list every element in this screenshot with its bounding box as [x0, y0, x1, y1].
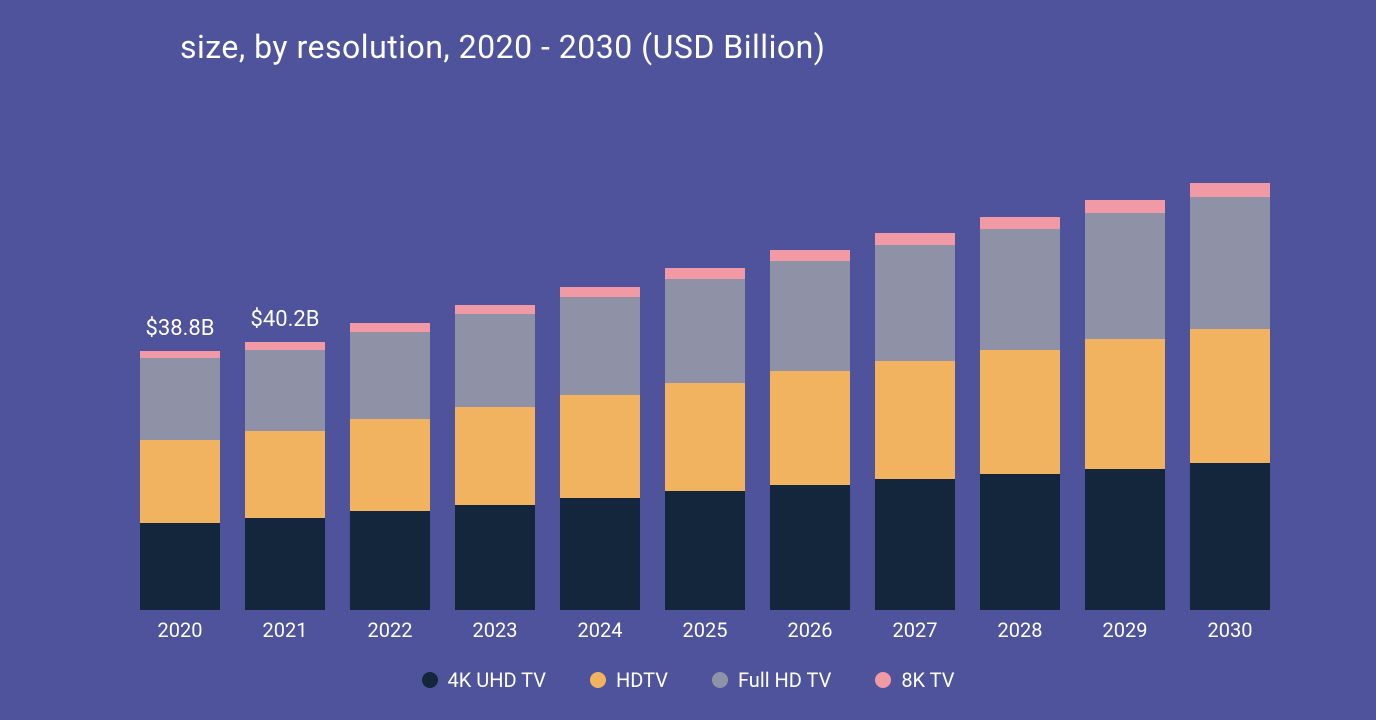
x-tick-label: 2030 — [1190, 618, 1270, 642]
bar-segment — [140, 358, 220, 440]
bar-segment — [875, 245, 955, 360]
bar-segment — [665, 383, 745, 491]
bar-segment — [1190, 183, 1270, 197]
bar-segment — [560, 297, 640, 396]
bar-segment — [980, 474, 1060, 610]
x-tick-label: 2027 — [875, 618, 955, 642]
bar-segment — [1190, 329, 1270, 464]
bar-segment — [665, 279, 745, 384]
legend-label: 4K UHD TV — [448, 668, 547, 692]
bar-segment — [980, 217, 1060, 230]
bar-segment — [980, 229, 1060, 350]
bar-segment — [245, 350, 325, 431]
bar-segment — [350, 332, 430, 419]
legend-swatch-icon — [590, 672, 606, 688]
bar-segment — [560, 498, 640, 610]
legend-label: HDTV — [616, 668, 668, 692]
bar-segment — [1085, 339, 1165, 468]
bar-segment — [560, 287, 640, 297]
bar-segment — [665, 268, 745, 279]
bar-segment — [245, 518, 325, 610]
legend-swatch-icon — [712, 672, 728, 688]
bar-segment — [350, 323, 430, 332]
x-tick-label: 2029 — [1085, 618, 1165, 642]
legend-label: 8K TV — [901, 668, 954, 692]
x-tick-label: 2023 — [455, 618, 535, 642]
x-tick-label: 2021 — [245, 618, 325, 642]
bar-segment — [455, 305, 535, 314]
bar-column: $38.8B — [140, 351, 220, 610]
legend-swatch-icon — [422, 672, 438, 688]
bar-segment — [245, 342, 325, 350]
bar-segment — [1085, 469, 1165, 610]
bar-column — [980, 217, 1060, 610]
legend-item: HDTV — [590, 668, 668, 692]
bar-column — [350, 323, 430, 610]
bar-segment — [140, 351, 220, 358]
x-tick-label: 2020 — [140, 618, 220, 642]
bar-column — [875, 233, 955, 610]
bar-segment — [1190, 197, 1270, 328]
bar-segment — [770, 371, 850, 484]
bar-segment — [140, 440, 220, 523]
legend-swatch-icon — [875, 672, 891, 688]
bar-segment — [560, 395, 640, 498]
bar-segment — [875, 361, 955, 480]
bar-value-label: $38.8B — [146, 316, 215, 341]
bar-segment — [350, 511, 430, 610]
chart-plot-area: $38.8B $40.2B — [140, 110, 1270, 610]
bar-column — [665, 268, 745, 610]
x-tick-label: 2022 — [350, 618, 430, 642]
bar-column — [770, 250, 850, 610]
bar-segment — [770, 250, 850, 261]
bar-segment — [455, 407, 535, 504]
bar-segment — [455, 314, 535, 407]
bar-column — [1190, 183, 1270, 610]
x-tick-label: 2028 — [980, 618, 1060, 642]
chart-legend: 4K UHD TV HDTV Full HD TV 8K TV — [0, 668, 1376, 692]
bar-column: $40.2B — [245, 342, 325, 610]
bar-segment — [770, 485, 850, 610]
legend-item: 4K UHD TV — [422, 668, 547, 692]
bar-segment — [140, 523, 220, 610]
bar-segment — [665, 491, 745, 610]
legend-label: Full HD TV — [738, 668, 831, 692]
x-tick-label: 2025 — [665, 618, 745, 642]
x-tick-label: 2024 — [560, 618, 640, 642]
bar-column — [560, 287, 640, 610]
chart-title: size, by resolution, 2020 - 2030 (USD Bi… — [180, 28, 825, 66]
bar-value-label: $40.2B — [251, 307, 320, 332]
bar-column — [455, 305, 535, 610]
bar-column — [1085, 200, 1165, 610]
legend-item: 8K TV — [875, 668, 954, 692]
x-axis: 2020 2021 2022 2023 2024 2025 2026 2027 2028 2029… — [140, 618, 1270, 642]
bar-segment — [455, 505, 535, 610]
x-tick-label: 2026 — [770, 618, 850, 642]
bar-segment — [350, 419, 430, 511]
bar-segment — [1085, 200, 1165, 213]
bar-segment — [1190, 463, 1270, 610]
bar-segment — [980, 350, 1060, 474]
legend-item: Full HD TV — [712, 668, 831, 692]
bar-segment — [770, 261, 850, 371]
bar-segment — [875, 479, 955, 610]
bar-segment — [245, 431, 325, 518]
bar-segment — [875, 233, 955, 245]
bar-segment — [1085, 213, 1165, 339]
